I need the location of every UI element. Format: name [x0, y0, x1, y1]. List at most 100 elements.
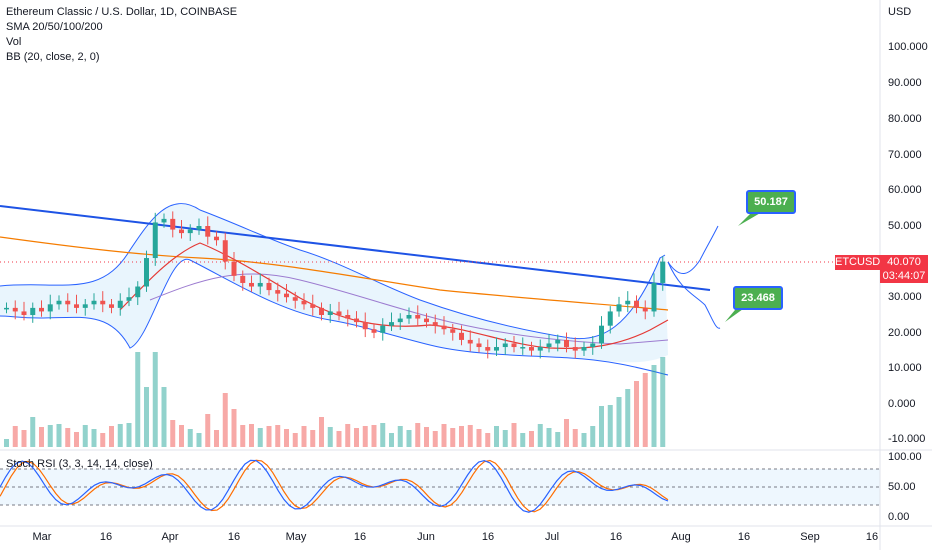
candle [249, 282, 254, 287]
price-tick: -10.000 [888, 433, 926, 445]
candle [529, 347, 534, 351]
volume-bar [126, 423, 132, 447]
price-tick: 20.000 [888, 327, 922, 339]
candle [275, 290, 281, 294]
candle [362, 322, 368, 330]
volume-bar [362, 426, 368, 447]
time-tick: Jun [417, 531, 435, 543]
volume-bar [327, 427, 333, 447]
candle [467, 339, 473, 344]
volume-bar [240, 425, 246, 447]
candle [47, 304, 53, 312]
osc-tick: 0.00 [888, 511, 910, 523]
volume-bar [179, 425, 184, 447]
bollinger-lower [0, 258, 669, 376]
volume-bar [4, 439, 9, 447]
candle [310, 304, 316, 308]
time-tick: 16 [865, 531, 879, 543]
volume-bar [135, 352, 141, 447]
volume-bar [74, 432, 79, 447]
candle [319, 307, 324, 315]
volume-bar [187, 429, 193, 447]
volume-bar [634, 381, 639, 447]
volume-bar [459, 426, 464, 447]
candle [380, 325, 386, 333]
descending-trendline[interactable] [0, 205, 711, 291]
volume-bar [494, 426, 499, 447]
price-tick: 100.000 [888, 41, 928, 53]
time-tick: 16 [227, 531, 241, 543]
price-tick: 60.000 [888, 184, 922, 196]
volume-bar [616, 397, 622, 447]
bollinger-upper [0, 203, 666, 340]
volume-bar [56, 424, 62, 447]
candle [660, 261, 666, 283]
indicator-vol-label[interactable]: Vol [6, 36, 22, 48]
price-tick: 80.000 [888, 113, 922, 125]
volume-bar [214, 430, 219, 447]
volume-bar [65, 428, 71, 447]
volume-bar [152, 352, 158, 447]
candle [12, 307, 18, 312]
volume-bar [284, 429, 289, 447]
sma-mid-line [149, 273, 669, 345]
volume-bar [205, 414, 211, 447]
volume-bar [345, 424, 351, 447]
stoch-rsi-label[interactable]: Stoch RSI (3, 3, 14, 14, close) [6, 458, 153, 470]
projection-path[interactable] [667, 225, 719, 274]
volume-bar [91, 429, 97, 447]
volume-bar [520, 433, 526, 447]
candle [476, 343, 482, 348]
callout-upper-pointer [738, 212, 762, 226]
time-tick: 16 [481, 531, 495, 543]
candle [170, 218, 176, 230]
symbol-title[interactable]: Ethereum Classic / U.S. Dollar, 1D, COIN… [6, 6, 238, 18]
callout-lower-target[interactable]: 23.468 [733, 286, 783, 310]
candle [607, 311, 613, 326]
volume-bar [546, 428, 552, 447]
volume-bar [301, 426, 307, 447]
osc-tick: 50.00 [888, 481, 916, 493]
volume-bar [441, 424, 447, 447]
volume-bar [572, 429, 578, 447]
volume-bar [47, 425, 53, 447]
volume-bar [266, 426, 272, 447]
time-tick: Mar [32, 531, 52, 543]
volume-bar [476, 429, 482, 447]
candle [179, 229, 184, 234]
candle [450, 329, 456, 333]
projection-path-down[interactable] [667, 261, 721, 329]
indicator-bb-label[interactable]: BB (20, close, 2, 0) [6, 51, 100, 63]
candle [91, 300, 97, 305]
volume-bar [467, 425, 473, 447]
volume-bar [642, 373, 648, 447]
candle [354, 318, 359, 323]
volume-bar [651, 365, 657, 447]
candle [257, 282, 263, 287]
candle [21, 311, 27, 315]
time-tick: Aug [671, 531, 691, 543]
candle [231, 261, 237, 276]
price-tick: 50.000 [888, 220, 922, 232]
candle [415, 315, 421, 319]
candle [634, 300, 639, 308]
candle [397, 318, 403, 323]
volume-bar [424, 427, 429, 447]
candle [222, 240, 228, 262]
volume-bar [660, 357, 666, 447]
candle [494, 347, 499, 351]
volume-bar [249, 424, 254, 447]
price-tick: 70.000 [888, 149, 922, 161]
callout-upper-target[interactable]: 50.187 [746, 190, 796, 214]
candle [511, 343, 517, 348]
volume-bar [144, 387, 149, 447]
volume-bar [161, 387, 167, 447]
volume-bar [380, 423, 386, 447]
time-tick: 16 [609, 531, 623, 543]
volume-group [4, 352, 666, 447]
indicator-sma-label[interactable]: SMA 20/50/100/200 [6, 21, 103, 33]
candle [39, 307, 44, 312]
volume-bar [485, 433, 491, 447]
candle [74, 304, 79, 308]
